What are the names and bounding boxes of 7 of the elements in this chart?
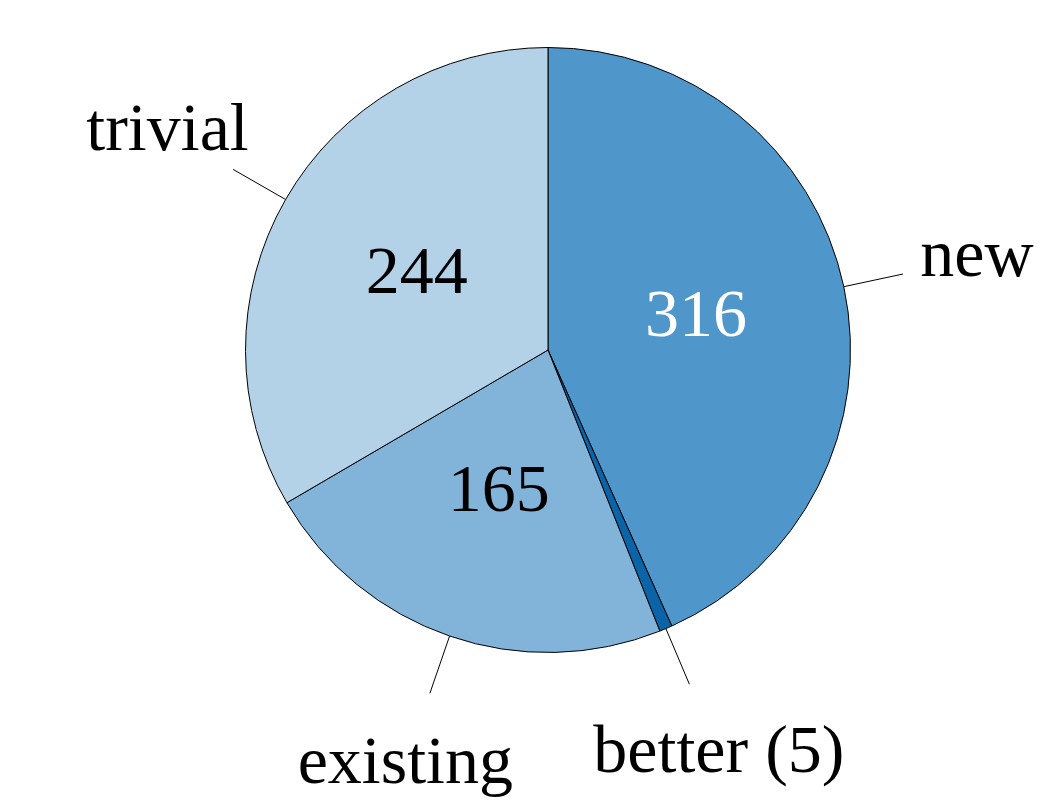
slice-label: existing bbox=[297, 721, 513, 798]
data-label: 316 bbox=[644, 275, 747, 352]
slice-label: new bbox=[920, 215, 1034, 292]
data-label: 165 bbox=[447, 449, 550, 526]
slice-label: trivial bbox=[86, 88, 249, 165]
slice-label: better (5) bbox=[593, 710, 845, 787]
data-label: 244 bbox=[365, 231, 468, 308]
